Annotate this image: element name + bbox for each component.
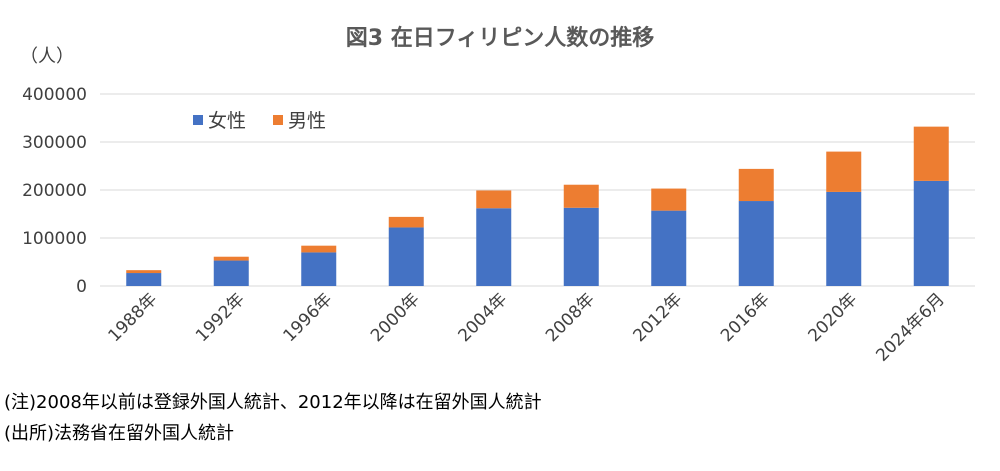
x-tick-label: 2008年: [542, 289, 599, 346]
legend-label-female: 女性: [208, 110, 246, 132]
x-tick-label: 1988年: [105, 289, 162, 346]
bar-male: [913, 126, 949, 181]
bar-female: [563, 207, 599, 286]
bar-female: [913, 180, 949, 286]
bar-male: [826, 151, 862, 192]
y-tick-label: 200000: [22, 181, 87, 201]
x-tick-label: 1992年: [192, 289, 249, 346]
bar-male: [213, 256, 249, 261]
note-source: (出所)法務省在留外国人統計: [4, 423, 235, 444]
chart-title: 図3 在日フィリピン人数の推移: [346, 25, 655, 51]
bar-male: [563, 184, 599, 208]
legend-swatch-female: [193, 115, 203, 125]
y-tick-label: 100000: [22, 229, 87, 249]
note-source-change: (注)2008年以前は登録外国人統計、2012年以降は在留外国人統計: [4, 392, 542, 413]
bar-male: [126, 270, 162, 274]
y-axis-ticks: 0 100000 200000 300000 400000: [22, 85, 87, 297]
bar-male: [388, 216, 424, 228]
x-tick-label: 1996年: [280, 289, 337, 346]
bar-female: [476, 208, 512, 286]
x-axis-ticks: 1988年 1992年 1996年 2000年 2004年 2008年 2012年 2016年…: [105, 289, 949, 365]
bar-female: [126, 273, 162, 286]
bar-female: [388, 227, 424, 286]
bar-female: [651, 210, 687, 286]
y-unit-label: （人）: [20, 46, 74, 67]
x-tick-label: 2024年6月: [872, 289, 948, 365]
x-tick-label: 2020年: [805, 289, 862, 346]
bar-female: [213, 260, 249, 286]
x-tick-label: 2012年: [630, 289, 687, 346]
x-tick-label: 2016年: [717, 289, 774, 346]
bar-male: [476, 190, 512, 209]
x-tick-label: 2000年: [367, 289, 424, 346]
bar-male: [651, 188, 687, 211]
bar-female: [301, 252, 337, 286]
y-tick-label: 0: [76, 277, 87, 297]
bar-female: [826, 191, 862, 286]
y-tick-label: 300000: [22, 133, 87, 153]
bar-male: [301, 245, 337, 253]
legend-label-male: 男性: [288, 110, 326, 132]
bars: [126, 126, 949, 286]
legend-swatch-male: [273, 115, 283, 125]
bar-male: [738, 168, 774, 202]
x-tick-label: 2004年: [455, 289, 512, 346]
bar-female: [738, 201, 774, 286]
legend: 女性 男性: [193, 110, 326, 132]
y-tick-label: 400000: [22, 85, 87, 105]
